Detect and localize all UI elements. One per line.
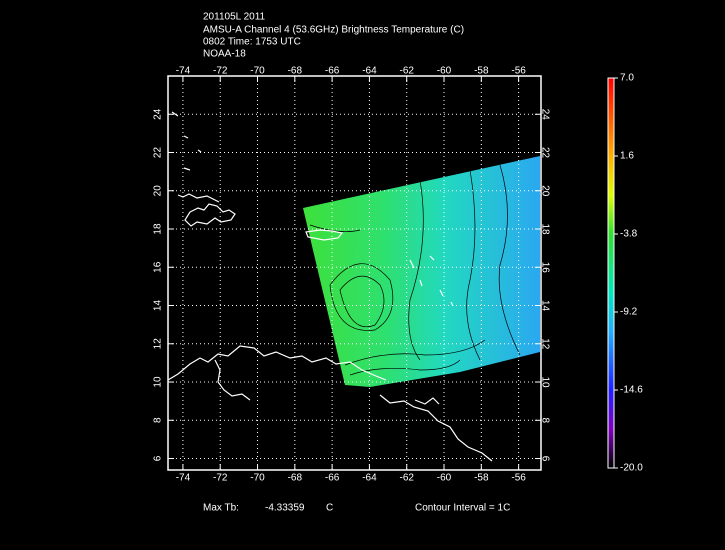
footer: Max Tb: -4.33359 C Contour Interval = 1C (203, 503, 510, 514)
y-tick-label: 6 (153, 455, 164, 461)
contours (309, 164, 521, 376)
y-tick-label: 20 (153, 185, 164, 197)
colorbar-label: 1.6 (620, 151, 634, 162)
y-tick-label: 22 (539, 147, 550, 159)
max-value: -4.33359 (265, 503, 305, 514)
x-tick-label: -66 (325, 66, 340, 77)
y-tick-label: 8 (539, 417, 550, 423)
swath (303, 156, 540, 387)
x-tick-label: -60 (437, 473, 452, 484)
y-tick-label: 14 (153, 300, 164, 312)
colorbar-label: -14.6 (620, 385, 643, 396)
colorbar-label: -3.8 (620, 229, 638, 240)
y-tick-label: 24 (153, 108, 164, 120)
max-label: Max Tb: (203, 503, 239, 514)
y-tick-label: 10 (153, 376, 164, 388)
y-tick-label: 18 (539, 223, 550, 235)
x-tick-label: -58 (474, 473, 489, 484)
x-tick-label: -72 (213, 473, 228, 484)
x-tick-label: -58 (474, 66, 489, 77)
contour-interval: Contour Interval = 1C (415, 503, 510, 514)
x-tick-label: -66 (325, 473, 340, 484)
x-tick-label: -70 (250, 473, 265, 484)
y-tick-label: 12 (153, 338, 164, 350)
y-tick-label: 8 (153, 417, 164, 423)
x-tick-label: -64 (362, 473, 377, 484)
colorbar: 7.0 1.6 -3.8 -9.2 -14.6 -20.0 (607, 73, 643, 474)
y-tick-label: 14 (539, 300, 550, 312)
y-tick-label: 22 (153, 147, 164, 159)
x-tick-label: -64 (362, 66, 377, 77)
x-tick-label: -74 (176, 66, 191, 77)
x-tick-label: -70 (250, 66, 265, 77)
header-line: AMSU-A Channel 4 (53.6GHz) Brightness Te… (203, 25, 464, 36)
header: 201105L 2011 AMSU-A Channel 4 (53.6GHz) … (203, 12, 464, 60)
header-line: NOAA-18 (203, 49, 246, 60)
colorbar-label: -20.0 (620, 463, 643, 474)
coastlines (167, 111, 493, 462)
map-frame (167, 75, 542, 471)
x-tick-label: -56 (511, 473, 526, 484)
y-tick-label: 6 (539, 456, 550, 462)
colorbar-bar (607, 77, 615, 469)
y-tick-label: 12 (539, 338, 550, 350)
x-tick-label: -62 (399, 473, 414, 484)
x-tick-label: -74 (176, 473, 191, 484)
y-tick-label: 24 (539, 109, 550, 121)
colorbar-label: 7.0 (620, 73, 634, 84)
header-line: 0802 Time: 1753 UTC (203, 37, 301, 48)
x-tick-label: -68 (288, 473, 303, 484)
colorbar-label: -9.2 (620, 307, 638, 318)
header-line: 201105L 2011 (203, 12, 266, 23)
y-tick-label: 16 (153, 261, 164, 273)
y-tick-label: 10 (539, 376, 550, 388)
unit: C (326, 503, 333, 514)
x-tick-label: -68 (288, 66, 303, 77)
x-tick-label: -62 (399, 66, 414, 77)
x-tick-label: -60 (437, 66, 452, 77)
y-tick-label: 18 (153, 223, 164, 235)
y-tick-label: 16 (539, 262, 550, 274)
y-tick-label: 20 (539, 185, 550, 197)
map (167, 75, 542, 471)
x-tick-label: -56 (511, 66, 526, 77)
x-tick-label: -72 (213, 66, 228, 77)
